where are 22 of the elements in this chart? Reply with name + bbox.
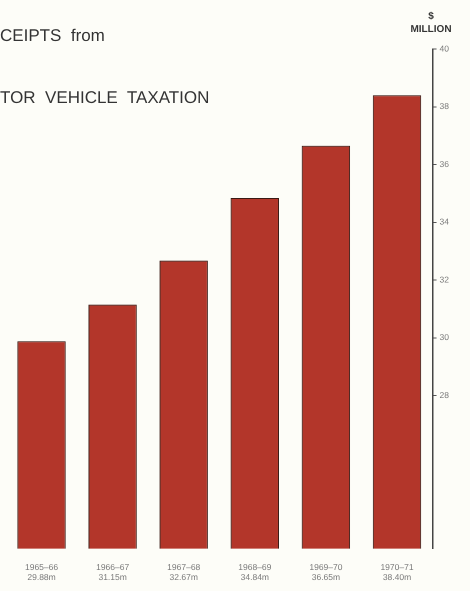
data-label: 29.88m <box>27 572 56 582</box>
x-tick-label: 1965–66 <box>25 562 58 572</box>
x-tick-label: 1967–68 <box>167 562 201 572</box>
y-tick-label: 32 <box>440 274 450 284</box>
data-label: 31.15m <box>98 572 127 582</box>
data-label: 34.84m <box>240 572 269 582</box>
x-tick-label: 1968–69 <box>238 562 272 572</box>
data-label: 38.40m <box>382 572 412 582</box>
x-tick-label: 1969–70 <box>309 562 343 572</box>
y-tick-label: 28 <box>440 390 450 400</box>
y-tick-label: 30 <box>440 332 450 342</box>
y-tick-label: 36 <box>440 158 450 169</box>
y-tick-label: 40 <box>440 43 450 54</box>
y-tick-label: 38 <box>440 101 450 112</box>
x-tick-label: 1970–71 <box>380 562 414 572</box>
text: TOR VEHICLE TAXATION <box>0 88 210 108</box>
data-label: 32.67m <box>170 572 198 582</box>
y-tick-label: 34 <box>440 216 450 227</box>
x-tick-label: 1966–67 <box>96 562 130 572</box>
data-label: 36.65m <box>312 572 340 582</box>
y-axis-title: $ MILLION <box>409 10 453 36</box>
chart-title: CEIPTS from <box>0 26 105 46</box>
